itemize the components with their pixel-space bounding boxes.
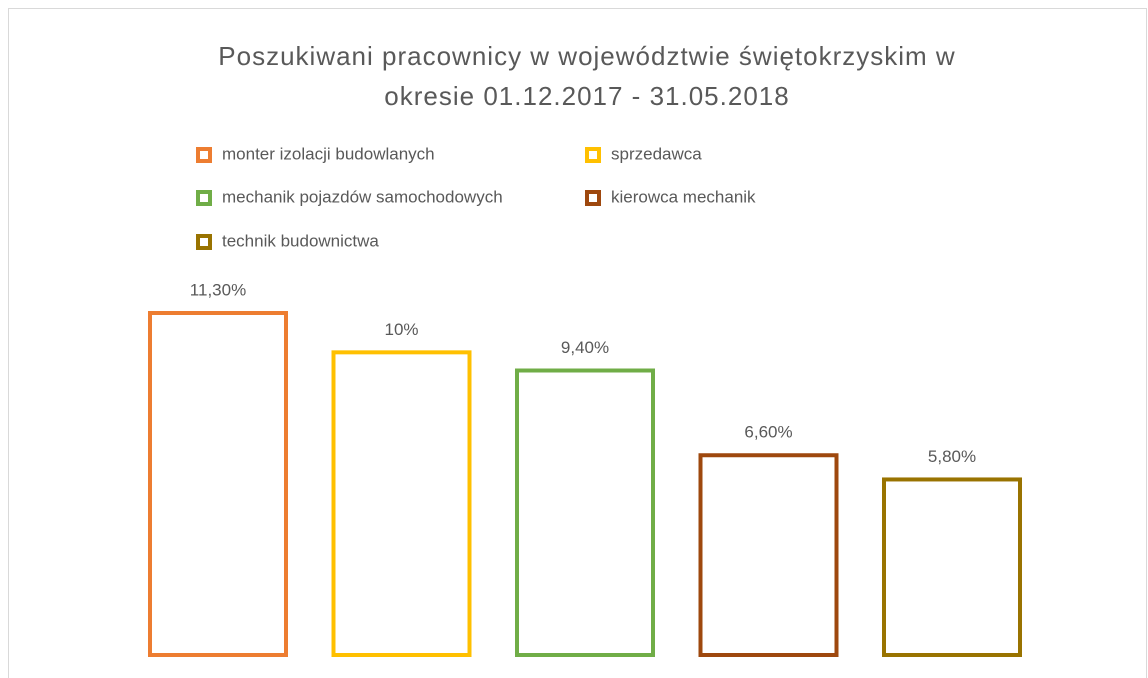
data-label: 11,30% — [190, 280, 246, 299]
legend-swatch — [196, 234, 212, 250]
legend-swatch — [585, 147, 601, 163]
legend-label: monter izolacji budowlanych — [222, 144, 435, 163]
legend-label: sprzedawca — [611, 144, 702, 163]
bar — [148, 311, 288, 657]
legend-label: mechanik pojazdów samochodowych — [222, 187, 503, 206]
chart-title: okresie 01.12.2017 - 31.05.2018 — [384, 81, 789, 111]
legend-swatch — [585, 190, 601, 206]
legend-label: technik budownictwa — [222, 231, 379, 250]
legend-label: kierowca mechanik — [611, 187, 756, 206]
chart-title: Poszukiwani pracownicy w województwie św… — [218, 41, 955, 71]
data-label: 9,40% — [561, 338, 609, 357]
data-label: 5,80% — [928, 447, 976, 466]
data-label: 6,60% — [744, 423, 792, 442]
data-label: 10% — [384, 320, 418, 339]
bar — [698, 453, 839, 658]
bar — [882, 477, 1022, 657]
bar — [331, 350, 472, 657]
legend-swatch — [196, 147, 212, 163]
bar — [515, 368, 655, 657]
legend-swatch — [196, 190, 212, 206]
